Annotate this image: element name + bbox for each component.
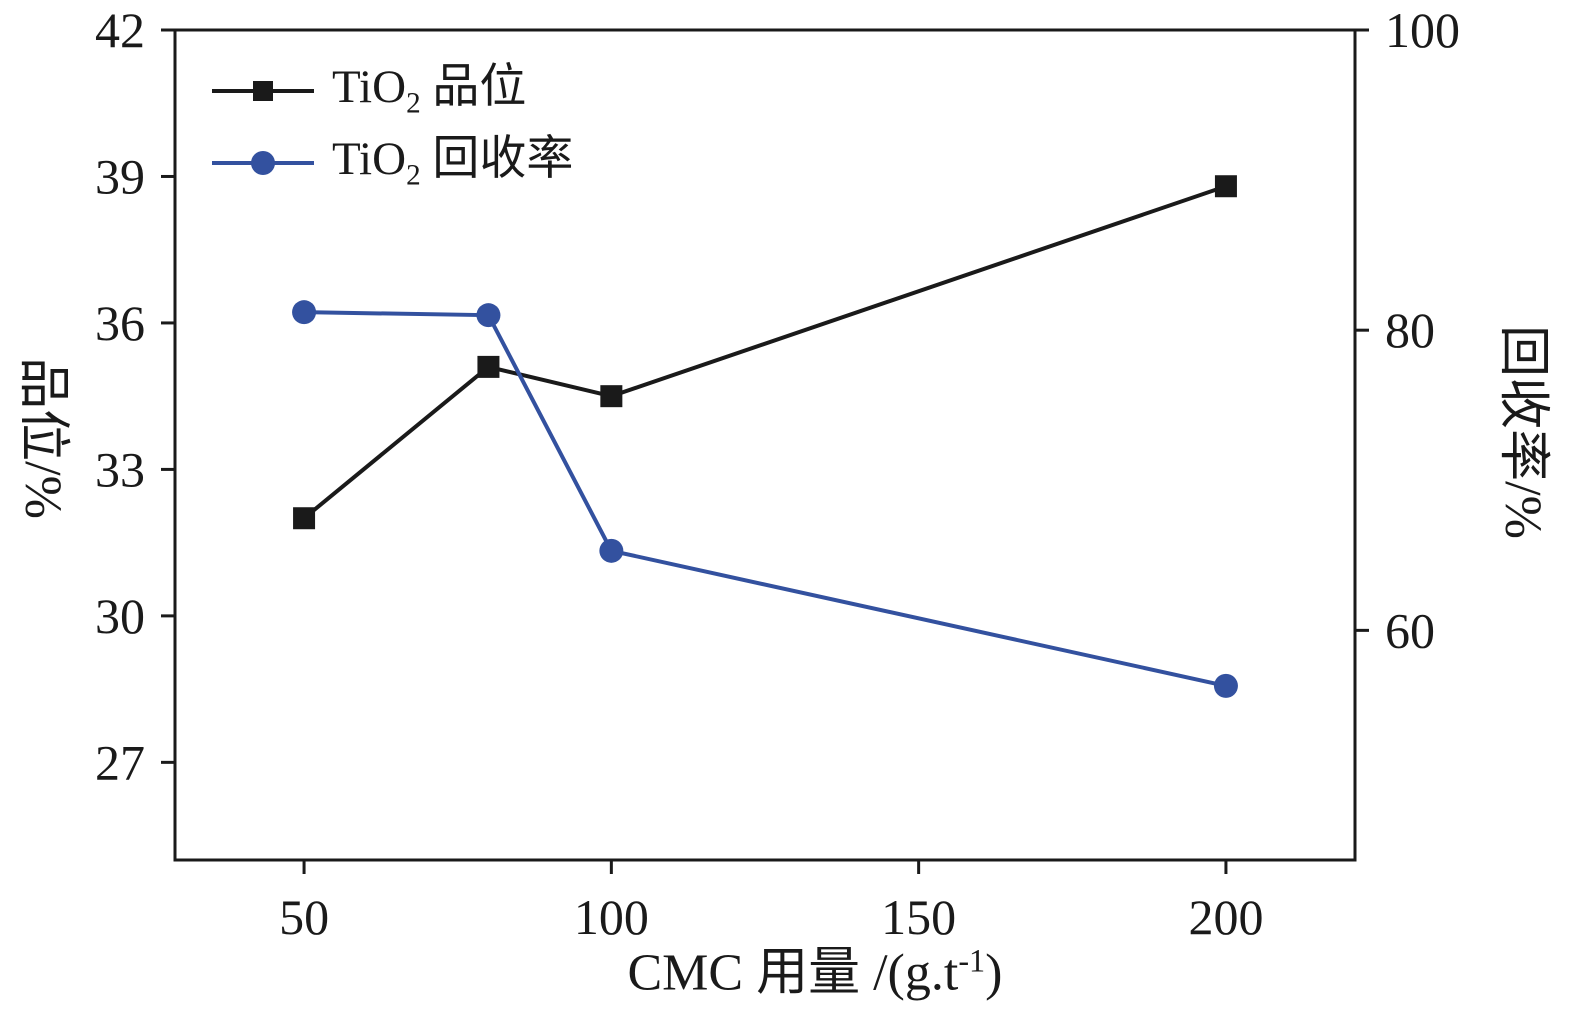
y-right-tick-label: 100 xyxy=(1385,2,1460,58)
plot-frame xyxy=(173,28,1357,862)
y-left-tick-label: 30 xyxy=(95,588,145,644)
data-point-square xyxy=(1214,175,1237,198)
x-axis-tick-label: 100 xyxy=(574,889,649,945)
y-axis-title-right: 回收率/% xyxy=(1494,325,1551,539)
legend-text: 回收率 xyxy=(420,132,574,185)
legend: TiO2 品位 TiO2 回收率 xyxy=(212,60,573,194)
y-left-tick-label: 39 xyxy=(95,148,145,204)
y-left-tick-label: 33 xyxy=(95,441,145,497)
y-axis-title-left: 品位/% xyxy=(14,357,71,519)
data-point-square xyxy=(600,385,623,408)
data-point-circle xyxy=(476,303,501,328)
data-point-square xyxy=(477,355,500,378)
series-line-1 xyxy=(304,310,1227,688)
legend-label-recovery: TiO2 回收率 xyxy=(332,132,574,192)
series-line-0 xyxy=(302,184,1227,520)
x-axis-tick-label: 200 xyxy=(1188,889,1263,945)
data-point-circle xyxy=(1213,673,1238,698)
data-point-circle xyxy=(292,300,317,325)
x-axis-title: CMC 用量 /(g.t-1) xyxy=(627,944,1002,999)
legend-label-grade: TiO2 品位 xyxy=(332,60,527,120)
y-right-tick-label: 60 xyxy=(1385,602,1435,658)
square-marker-icon xyxy=(253,81,273,101)
x-axis-title-text: CMC 用量 /(g.t xyxy=(627,944,959,1002)
data-point-square xyxy=(293,507,316,530)
x-axis-tick-label: 150 xyxy=(881,889,956,945)
x-axis-title-superscript: -1 xyxy=(958,942,986,979)
legend-text: 品位 xyxy=(420,60,527,113)
legend-formula: TiO xyxy=(332,60,407,113)
legend-item-grade: TiO2 品位 xyxy=(212,60,573,122)
y-left-tick-label: 36 xyxy=(95,295,145,351)
legend-formula: TiO xyxy=(332,132,407,185)
legend-formula-subscript: 2 xyxy=(406,159,421,192)
y-left-tick-label: 27 xyxy=(95,734,145,790)
data-point-circle xyxy=(599,538,624,563)
recovery-series-swatch xyxy=(212,150,314,176)
legend-item-recovery: TiO2 回收率 xyxy=(212,132,573,194)
x-axis-title-close: ) xyxy=(985,944,1003,1002)
y-right-tick-label: 80 xyxy=(1385,302,1435,358)
legend-formula-subscript: 2 xyxy=(406,87,421,120)
y-left-tick-label: 42 xyxy=(95,2,145,58)
grade-series-swatch xyxy=(212,78,314,104)
x-axis-tick-label: 50 xyxy=(279,889,329,945)
circle-marker-icon xyxy=(251,151,275,175)
